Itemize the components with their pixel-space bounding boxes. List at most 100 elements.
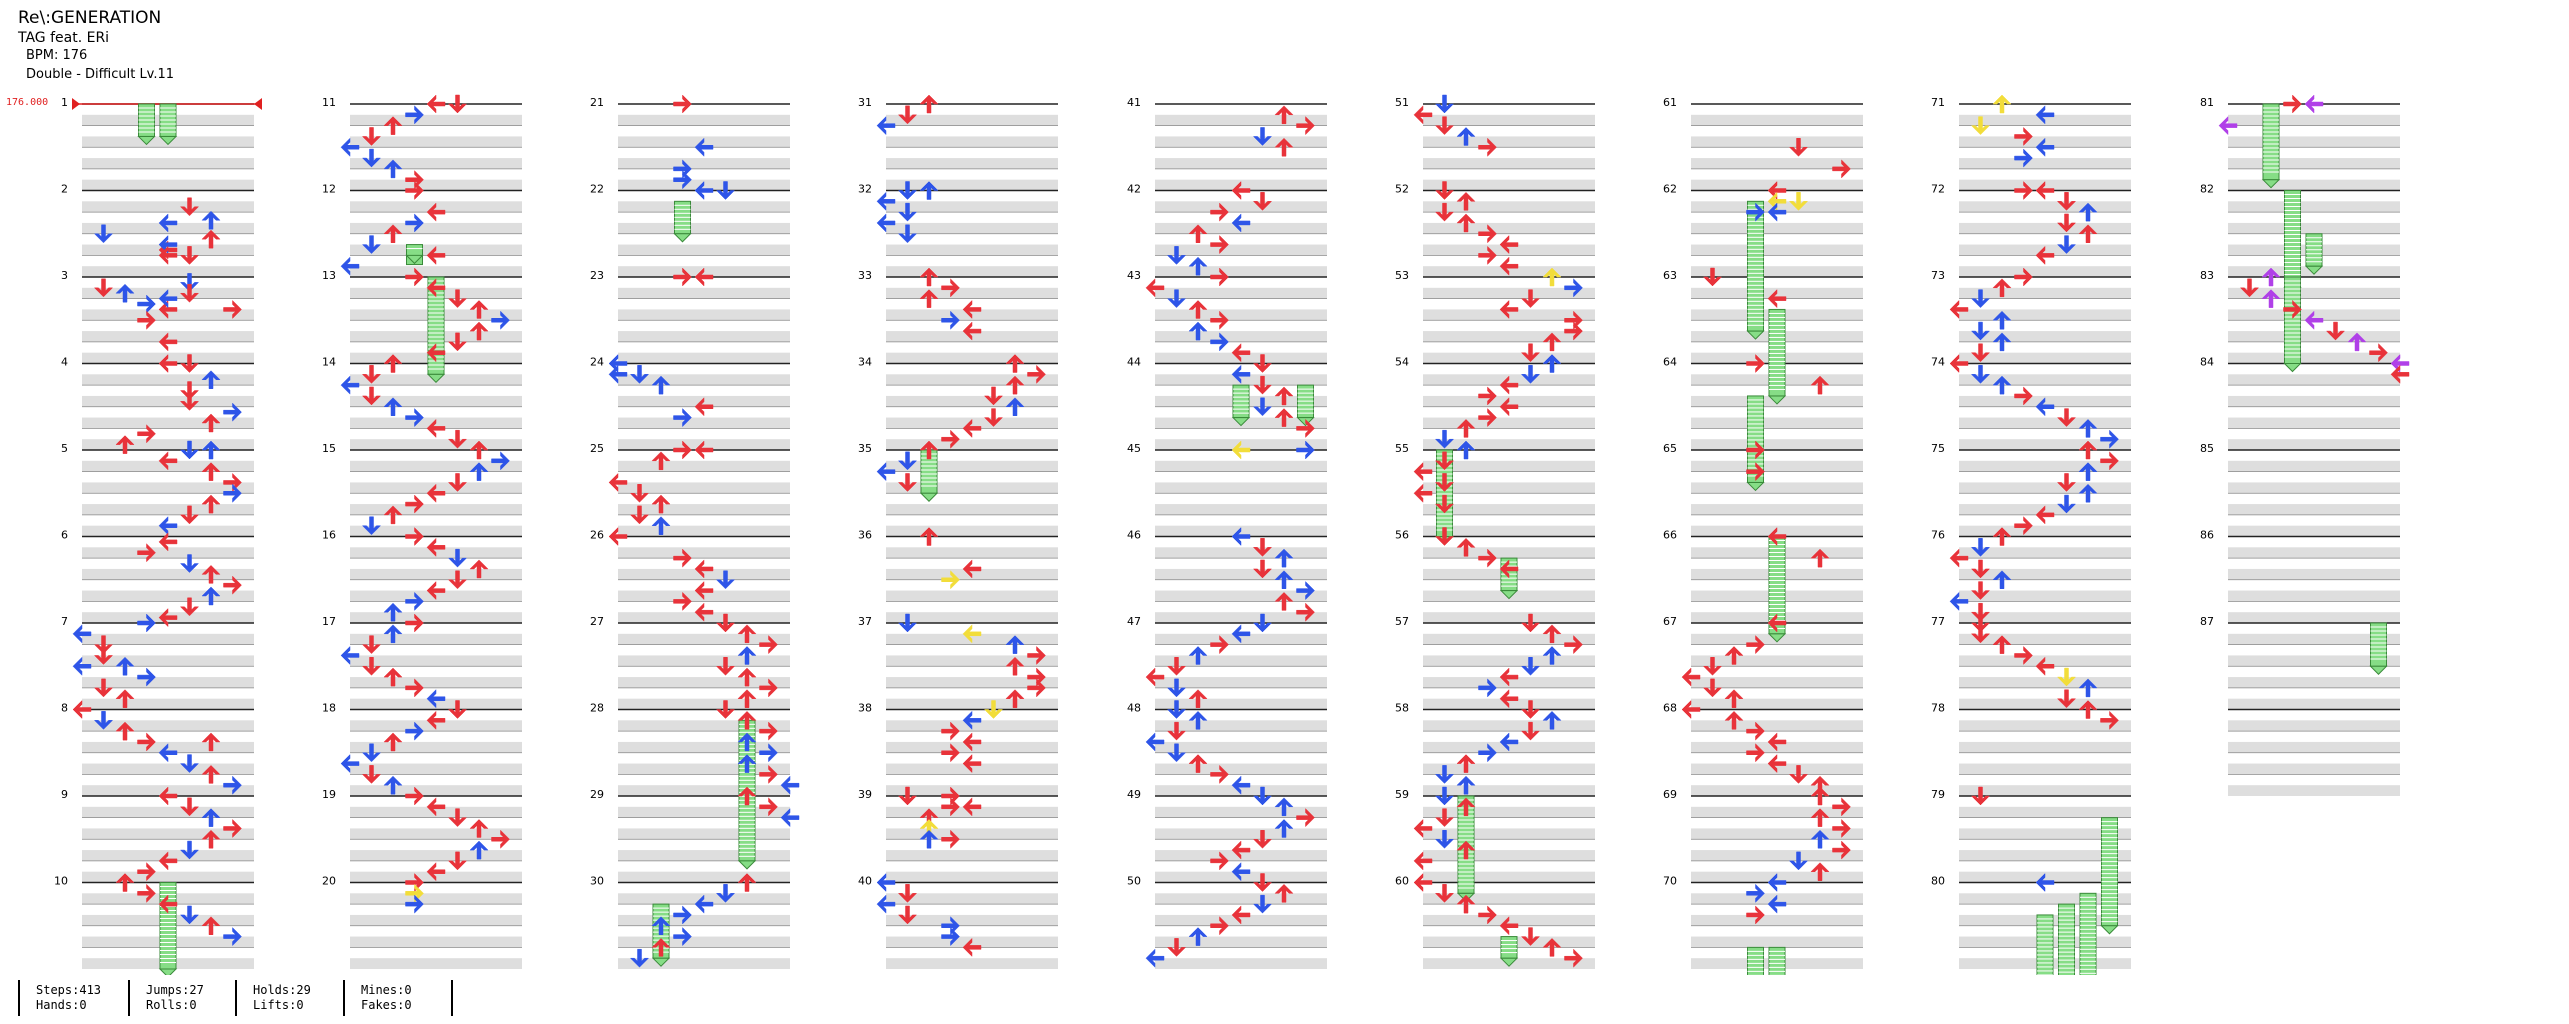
arrow-shape <box>2218 116 2238 136</box>
measure-stripe <box>1959 287 2131 299</box>
step-arrow-left-icon <box>158 213 178 233</box>
step-arrow-up-icon <box>383 775 403 795</box>
step-arrow-right-icon <box>673 926 692 947</box>
arrow-shape <box>1434 181 1455 200</box>
step-arrow-left-icon <box>694 397 714 417</box>
arrow-shape <box>1746 743 1765 763</box>
arrow-shape <box>2347 332 2367 352</box>
step-arrow-up-icon <box>1810 862 1830 881</box>
arrow-shape <box>201 829 221 849</box>
step-arrow-left-icon <box>608 472 628 493</box>
measure-number: 53 <box>1395 269 1409 282</box>
arrow-shape <box>694 894 714 914</box>
measure-stripe <box>618 741 790 753</box>
arrow-shape <box>1992 310 2012 330</box>
arrow-shape <box>737 754 757 773</box>
measure-stripe <box>1959 352 2131 364</box>
step-arrow-down-icon <box>1166 700 1187 719</box>
step-arrow-up-icon <box>1992 570 2012 589</box>
step-arrow-down-icon <box>715 570 736 590</box>
step-arrow-up-icon <box>1992 278 2012 298</box>
measure-stripe <box>1691 806 1863 818</box>
measure-stripe <box>2228 547 2400 559</box>
measure-stripe <box>1691 698 1863 710</box>
arrow-shape <box>1005 635 1025 654</box>
arrow-shape <box>1231 343 1251 363</box>
step-arrow-right-icon <box>673 591 692 611</box>
step-arrow-left-icon <box>1231 213 1251 233</box>
step-arrow-up-icon <box>1542 938 1562 957</box>
arrow-shape <box>737 710 757 730</box>
measure-stripe <box>1423 460 1595 472</box>
measure-stripe <box>82 201 254 213</box>
measure-stripe <box>82 655 254 667</box>
step-arrow-down-icon <box>1970 116 1991 135</box>
measure-stripe <box>618 417 790 429</box>
arrow-shape <box>673 267 692 287</box>
arrow-shape <box>1832 818 1851 839</box>
step-arrow-down-icon <box>1166 678 1187 698</box>
step-arrow-up-icon <box>201 732 221 752</box>
measure-number: 78 <box>1931 702 1945 715</box>
measure-number: 13 <box>322 269 336 282</box>
step-arrow-up-icon <box>1542 710 1562 730</box>
measure-stripe <box>886 828 1058 840</box>
step-arrow-down-icon <box>1252 786 1273 806</box>
arrow-shape <box>1478 386 1497 406</box>
hold-body <box>1747 946 1764 975</box>
arrow-shape <box>1564 948 1583 968</box>
step-arrow-up-icon <box>919 94 939 114</box>
measure-number: 84 <box>2200 356 2214 369</box>
step-arrow-right-icon <box>1210 764 1229 784</box>
arrow-shape <box>115 689 135 708</box>
arrow-shape <box>876 872 896 893</box>
measure-stripe <box>350 114 522 126</box>
step-arrow-down-icon <box>2056 408 2077 427</box>
arrow-shape <box>2078 678 2098 698</box>
measure-number: 86 <box>2200 529 2214 542</box>
arrow-shape <box>405 721 424 741</box>
measure-number: 64 <box>1663 356 1677 369</box>
hold-body <box>1768 308 1786 397</box>
arrow-shape <box>876 213 896 233</box>
arrow-shape <box>759 678 778 698</box>
step-arrow-down-icon <box>2056 192 2077 211</box>
arrow-shape <box>919 829 939 849</box>
arrow-shape <box>962 559 982 579</box>
arrow-shape <box>941 570 960 590</box>
step-arrow-up-icon <box>919 267 939 287</box>
arrow-shape <box>1949 548 1969 568</box>
arrow-shape <box>340 753 360 774</box>
step-arrow-left-icon <box>1231 364 1251 384</box>
measure-stripe <box>1155 655 1327 667</box>
arrow-shape <box>1145 667 1165 687</box>
measure-number: 19 <box>322 788 336 801</box>
step-arrow-left-icon <box>158 743 178 763</box>
measure-number: 73 <box>1931 269 1945 282</box>
step-arrow-left-icon <box>1413 105 1433 125</box>
arrow-shape <box>469 462 489 481</box>
step-arrow-up-icon <box>2078 678 2098 698</box>
arrow-shape <box>941 429 960 449</box>
measure-stripe <box>1959 612 2131 623</box>
step-arrow-left-icon <box>2035 872 2055 893</box>
arrow-shape <box>1478 548 1497 568</box>
measure-number: 27 <box>590 615 604 628</box>
arrow-shape <box>383 505 403 525</box>
measure-number: 20 <box>322 875 336 888</box>
step-arrow-right-icon <box>137 613 156 633</box>
step-arrow-right-icon <box>223 926 242 947</box>
measure-stripe <box>2228 568 2400 580</box>
step-arrow-left-icon <box>608 526 628 547</box>
measure-number: 7 <box>61 615 68 628</box>
arrow-shape <box>1145 948 1165 968</box>
arrow-shape <box>737 667 757 687</box>
measure-stripe <box>886 244 1058 256</box>
step-arrow-up-icon <box>1188 224 1208 243</box>
measure-stripe <box>618 114 790 126</box>
arrow-shape <box>1296 580 1315 601</box>
measure-stripe <box>618 482 790 494</box>
arrow-shape <box>405 213 424 233</box>
step-arrow-right-icon <box>941 429 960 449</box>
step-arrow-left-icon <box>1499 375 1519 395</box>
